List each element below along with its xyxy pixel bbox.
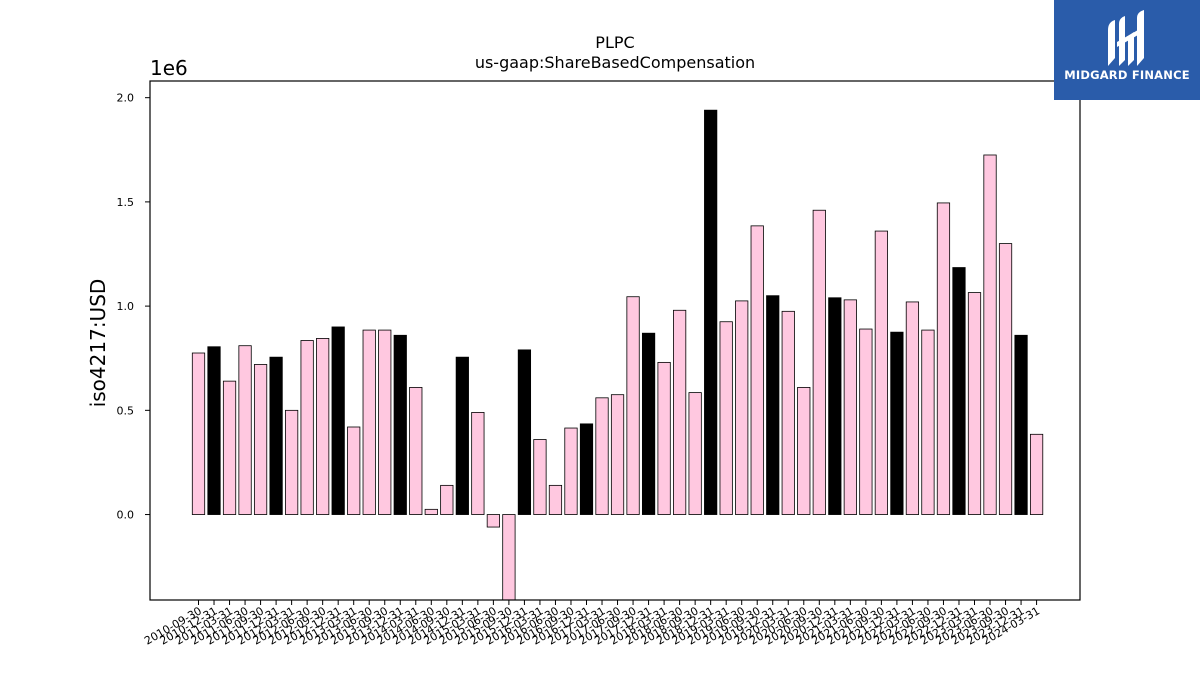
bar-2021-12-31 (890, 331, 904, 515)
bar-2024-03-31 (1029, 433, 1044, 515)
bar-2019-06-30 (735, 300, 749, 515)
bar-2023-03-31 (967, 292, 982, 515)
y-tick-label: 1.0 (117, 300, 135, 313)
bar-2018-12-31 (704, 109, 718, 515)
bar-2019-03-31 (719, 321, 733, 515)
bar-2012-09-30 (316, 338, 330, 515)
bar-2022-09-30 (936, 202, 951, 515)
bar-2012-03-31 (285, 409, 299, 515)
brand-logo: MIDGARD FINANCE (1054, 0, 1200, 100)
bar-2017-12-31 (641, 332, 656, 515)
y-tick-label: 1.5 (117, 196, 135, 209)
bar-2020-03-31 (781, 310, 795, 515)
bar-2022-06-30 (921, 329, 935, 515)
bar-2015-06-30 (486, 514, 500, 528)
bar-2017-03-31 (595, 397, 609, 515)
y-multiplier: 1e6 (150, 56, 188, 80)
bar-2022-12-31 (952, 267, 966, 515)
bar-2012-06-30 (300, 340, 314, 515)
bar-2018-09-30 (688, 392, 702, 515)
bar-2014-12-31 (455, 356, 469, 515)
bar-2010-12-31 (207, 346, 221, 515)
bar-2015-12-31 (517, 349, 532, 515)
brand-name: MIDGARD FINANCE (1064, 68, 1190, 82)
bar-2018-06-30 (673, 309, 687, 515)
bar-2022-03-31 (905, 301, 920, 515)
bar-2020-06-30 (797, 386, 811, 515)
midgard-logo-icon (1108, 10, 1144, 66)
y-tick-label: 2.0 (117, 92, 135, 105)
bar-2021-03-31 (843, 299, 857, 515)
bar-2019-09-30 (750, 225, 764, 515)
bar-2013-03-31 (347, 426, 361, 515)
bar-2011-06-30 (238, 345, 252, 515)
bar-2013-06-30 (362, 329, 376, 515)
chart-title: PLPC (595, 33, 634, 52)
bar-2011-09-30 (253, 364, 268, 515)
y-axis-label: iso4217:USD (86, 279, 110, 408)
bar-2010-09-30 (191, 352, 206, 515)
y-tick-label: 0.5 (117, 404, 135, 417)
bar-2021-06-30 (859, 328, 873, 515)
bar-2012-12-31 (331, 326, 345, 515)
bar-2011-12-31 (269, 356, 283, 515)
bar-2014-06-30 (424, 508, 438, 515)
bar-2020-09-30 (812, 209, 826, 515)
bar-2023-09-30 (998, 243, 1013, 515)
bar-2017-06-30 (610, 394, 625, 515)
bar-2016-09-30 (564, 427, 578, 515)
bar-2016-12-31 (579, 423, 594, 515)
plot-frame (149, 80, 1081, 601)
bar-2023-06-30 (983, 154, 997, 515)
bar-2016-03-31 (533, 439, 547, 515)
chart-subtitle: us-gaap:ShareBasedCompensation (475, 53, 755, 72)
bar-2016-06-30 (548, 484, 563, 515)
bar-2015-03-31 (471, 412, 485, 515)
bar-2017-09-30 (626, 296, 640, 515)
bar-2023-12-31 (1014, 334, 1028, 515)
bar-2021-09-30 (874, 230, 888, 515)
y-tick-label: 0.0 (117, 509, 135, 522)
bar-2018-03-31 (657, 361, 671, 515)
bar-2013-12-31 (393, 334, 407, 515)
bar-2014-03-31 (409, 386, 423, 515)
bar-2011-03-31 (222, 380, 237, 515)
bar-2015-09-30 (502, 514, 516, 601)
bar-2014-09-30 (440, 484, 454, 515)
bar-2020-12-31 (828, 297, 842, 515)
bar-2019-12-31 (766, 295, 780, 515)
x-ticks-group: 2010-09-302010-12-312011-03-312011-06-30… (142, 600, 1042, 648)
bar-2013-09-30 (378, 329, 392, 515)
bars-group (191, 109, 1044, 601)
y-ticks-group: 0.0 0.5 1.0 1.5 2.0 (117, 92, 150, 522)
